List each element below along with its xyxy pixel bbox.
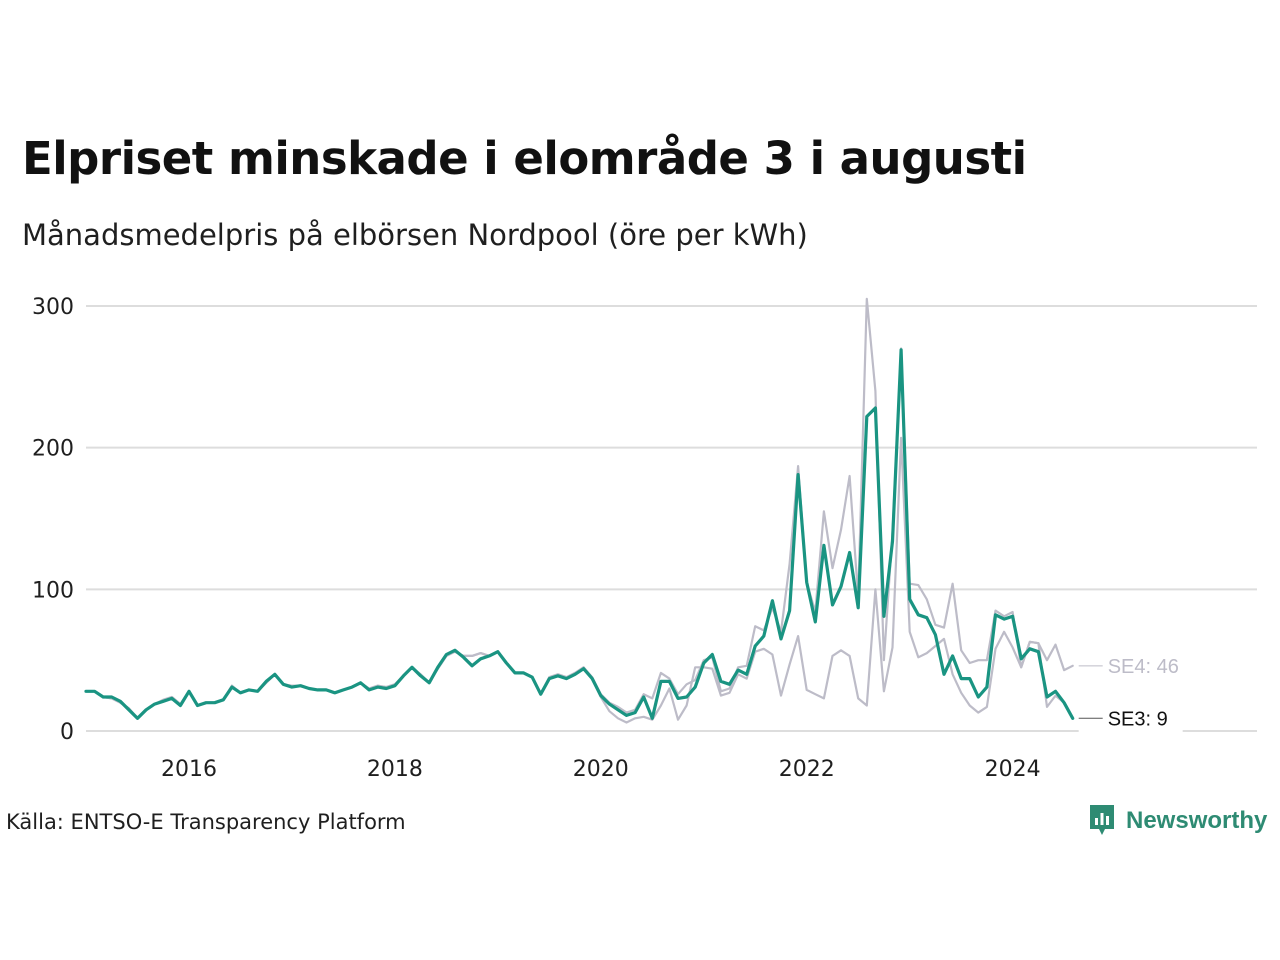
- highlight-series-line: [84, 348, 1075, 720]
- x-tick-label: 2024: [985, 757, 1041, 782]
- end-label-text: SE4: 46: [1108, 656, 1179, 678]
- source-note: Källa: ENTSO-E Transparency Platform: [6, 810, 406, 834]
- chart-title: Elpriset minskade i elområde 3 i augusti: [22, 132, 1027, 185]
- y-tick-label: 100: [32, 578, 74, 603]
- x-tick-label: 2022: [779, 757, 835, 782]
- end-label-se4: SE4: 46: [1078, 651, 1183, 680]
- y-tick-label: 200: [32, 437, 74, 462]
- x-tick-label: 2016: [161, 757, 217, 782]
- x-tick-label: 2018: [367, 757, 423, 782]
- x-tick-label: 2020: [573, 757, 629, 782]
- context-series-lines: [84, 297, 1074, 724]
- brand-logo: Newsworthy: [1088, 803, 1267, 839]
- series-line-se4: [84, 297, 1074, 720]
- end-label-text: SE3: 9: [1108, 708, 1168, 730]
- chart-subtitle: Månadsmedelpris på elbörsen Nordpool (ör…: [22, 218, 808, 252]
- end-label-se3: SE3: 9: [1078, 704, 1183, 733]
- y-axis-ticks: 0 100 200 300: [32, 295, 74, 745]
- y-tick-label: 0: [60, 720, 74, 745]
- gridlines: [86, 305, 1257, 732]
- series-line-se1-se2: [84, 436, 1074, 724]
- brand-name: Newsworthy: [1126, 807, 1268, 834]
- newsworthy-icon: [1090, 805, 1114, 835]
- series-line-se3: [84, 348, 1075, 720]
- end-labels: SE3: 9 SE4: 46: [1078, 651, 1183, 733]
- x-axis-ticks: 2016 2018 2020 2022 2024: [161, 757, 1041, 782]
- y-tick-label: 300: [32, 295, 74, 320]
